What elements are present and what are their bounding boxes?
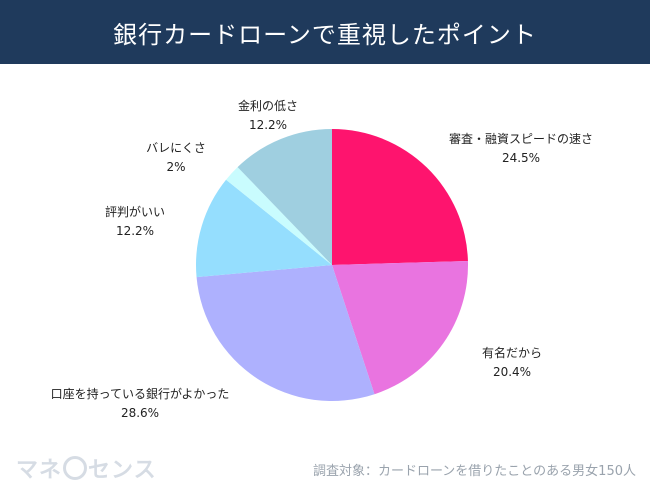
slice-label-5: 金利の低さ (238, 98, 298, 113)
pie-chart: 審査・融資スピードの速さ 24.5% 有名だから 20.4% 口座を持っている銀行がよか… (51, 98, 593, 420)
slice-label-4: バレにくさ (146, 141, 206, 155)
pie-slices (196, 129, 469, 401)
pie-slice-0 (332, 129, 468, 265)
pie-slice-2 (196, 265, 375, 401)
chart-title-banner: 銀行カードローンで重視したポイント (0, 0, 650, 64)
slice-label-1: 有名だから (482, 345, 542, 360)
slice-label-3: 評判がいい (105, 204, 165, 219)
slice-label-2: 口座を持っている銀行がよかった (51, 386, 230, 401)
pie-slice-1 (332, 260, 469, 395)
survey-footnote: 調査対象：カードローンを借りたことのある男女150人 (312, 464, 636, 479)
slice-value-3: 12.2% (116, 224, 154, 238)
coin-icon (63, 456, 88, 480)
pie-slice-4 (226, 167, 332, 265)
slice-value-4: 2% (166, 160, 185, 174)
pie-labels: 審査・融資スピードの速さ 24.5% 有名だから 20.4% 口座を持っている銀行がよか… (51, 98, 593, 420)
chart-title: 銀行カードローンで重視したポイント (113, 20, 537, 49)
pie-slice-3 (196, 179, 332, 278)
brand-logo-text-left: マネ (16, 458, 63, 483)
pie-slice-5 (237, 129, 332, 265)
brand-logo-text-right: センス (88, 458, 157, 483)
slice-value-0: 24.5% (502, 151, 540, 165)
slice-value-2: 28.6% (121, 406, 159, 420)
slice-label-0: 審査・融資スピードの速さ (449, 131, 593, 146)
slice-value-1: 20.4% (493, 365, 531, 379)
slice-value-5: 12.2% (249, 118, 287, 132)
brand-logo: マネ センス (16, 452, 157, 484)
